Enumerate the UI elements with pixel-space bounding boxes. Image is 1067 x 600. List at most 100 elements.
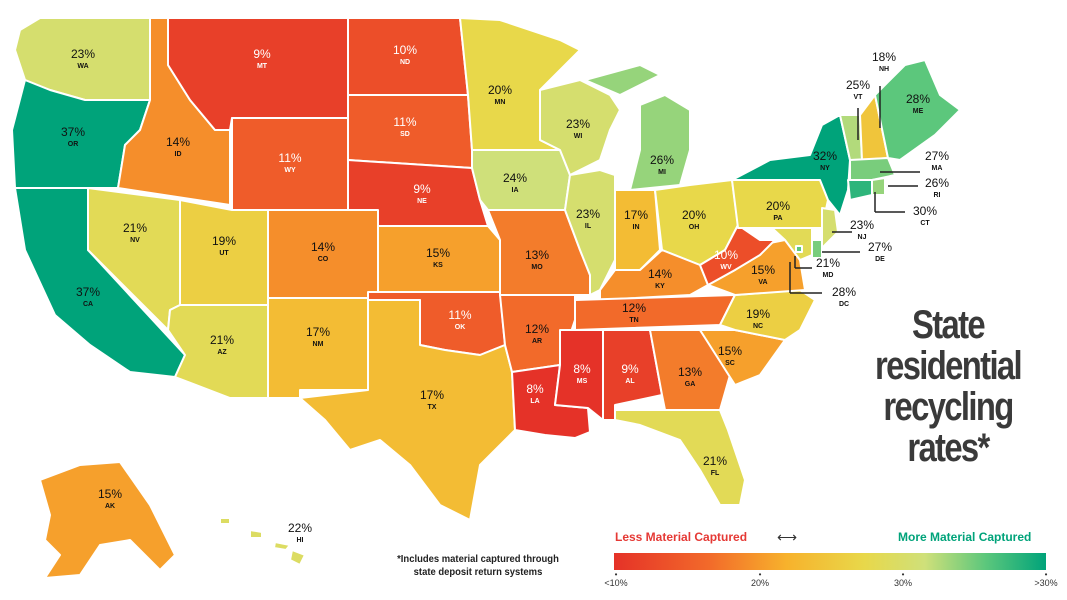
state-rate-tn: 12% xyxy=(622,301,646,315)
state-rate-or: 37% xyxy=(61,125,85,139)
state-rate-mt: 9% xyxy=(253,47,271,61)
state-abbr-la: LA xyxy=(530,398,539,405)
state-rate-ma: 27% xyxy=(925,149,949,163)
state-rate-hi: 22% xyxy=(288,521,312,535)
state-dc[interactable] xyxy=(795,245,803,253)
state-abbr-va: VA xyxy=(758,279,767,286)
legend-tick: • 30% xyxy=(893,570,912,589)
state-co[interactable] xyxy=(267,209,379,299)
state-rate-ca: 37% xyxy=(76,285,100,299)
state-il[interactable] xyxy=(564,169,616,296)
state-rate-mo: 13% xyxy=(525,248,549,262)
state-rate-me: 28% xyxy=(906,92,930,106)
state-ct[interactable] xyxy=(847,179,873,201)
state-rate-wy: 11% xyxy=(278,151,301,165)
state-rate-co: 14% xyxy=(311,240,335,254)
state-hi[interactable] xyxy=(219,517,306,566)
state-rate-ak: 15% xyxy=(98,487,122,501)
state-abbr-al: AL xyxy=(625,378,635,385)
state-rate-al: 9% xyxy=(621,362,639,376)
state-abbr-nc: NC xyxy=(753,323,763,330)
state-mi[interactable] xyxy=(584,64,691,191)
state-rate-dc: 28% xyxy=(832,285,856,299)
state-rate-ga: 13% xyxy=(678,365,702,379)
state-rate-vt: 25% xyxy=(846,78,870,92)
state-fl[interactable] xyxy=(614,409,746,506)
state-nj[interactable] xyxy=(821,207,839,249)
state-abbr-ia: IA xyxy=(512,187,519,194)
state-rate-mi: 26% xyxy=(650,153,674,167)
state-rate-fl: 21% xyxy=(703,454,727,468)
state-rate-ri: 26% xyxy=(925,176,949,190)
state-abbr-sc: SC xyxy=(725,360,735,367)
legend-color-scale xyxy=(614,553,1046,570)
state-sd[interactable] xyxy=(347,94,473,169)
state-rate-tx: 17% xyxy=(420,388,444,402)
state-abbr-co: CO xyxy=(318,256,329,263)
state-abbr-tn: TN xyxy=(629,317,638,324)
state-abbr-mo: MO xyxy=(531,264,543,271)
state-abbr-mt: MT xyxy=(257,63,268,70)
state-rate-wi: 23% xyxy=(566,117,590,131)
state-wi[interactable] xyxy=(539,79,621,176)
state-abbr-ct: CT xyxy=(920,220,930,227)
state-abbr-ne: NE xyxy=(417,198,427,205)
state-abbr-pa: PA xyxy=(773,215,782,222)
state-rate-ct: 30% xyxy=(913,204,937,218)
state-abbr-md: MD xyxy=(823,272,834,279)
state-ak[interactable] xyxy=(39,461,176,579)
state-abbr-dc: DC xyxy=(839,301,849,308)
legend-tick: • >30% xyxy=(1034,570,1058,589)
state-abbr-ky: KY xyxy=(655,283,665,290)
state-rate-ne: 9% xyxy=(413,182,431,196)
state-rate-in: 17% xyxy=(624,208,648,222)
state-abbr-nj: NJ xyxy=(858,234,867,241)
state-abbr-nv: NV xyxy=(130,237,140,244)
state-rate-ut: 19% xyxy=(212,234,236,248)
state-abbr-de: DE xyxy=(875,256,885,263)
state-me[interactable] xyxy=(874,59,961,161)
state-rate-pa: 20% xyxy=(766,199,790,213)
state-tx[interactable] xyxy=(299,299,516,521)
state-abbr-az: AZ xyxy=(217,349,227,356)
state-nm[interactable] xyxy=(267,297,369,399)
state-rate-az: 21% xyxy=(210,333,234,347)
state-sc[interactable] xyxy=(699,329,786,386)
state-abbr-oh: OH xyxy=(689,224,700,231)
state-rate-wv: 10% xyxy=(714,248,738,262)
state-rate-oh: 20% xyxy=(682,208,706,222)
state-abbr-ri: RI xyxy=(934,192,941,199)
state-abbr-fl: FL xyxy=(711,470,720,477)
state-tn[interactable] xyxy=(574,294,736,331)
state-rate-nm: 17% xyxy=(306,325,330,339)
state-ma[interactable] xyxy=(849,157,896,181)
state-rate-sc: 15% xyxy=(718,344,742,358)
state-ri[interactable] xyxy=(871,177,886,196)
state-rate-ks: 15% xyxy=(426,246,450,260)
state-abbr-nd: ND xyxy=(400,59,410,66)
state-abbr-sd: SD xyxy=(400,131,410,138)
state-rate-nj: 23% xyxy=(850,218,874,232)
state-rate-nh: 18% xyxy=(872,50,896,64)
state-rate-va: 15% xyxy=(751,263,775,277)
state-rate-nc: 19% xyxy=(746,307,770,321)
state-abbr-wa: WA xyxy=(77,63,88,70)
state-rate-la: 8% xyxy=(526,382,544,396)
state-rate-ky: 14% xyxy=(648,267,672,281)
state-wv[interactable] xyxy=(699,224,776,286)
state-abbr-ak: AK xyxy=(105,503,115,510)
state-abbr-id: ID xyxy=(175,151,182,158)
state-rate-mn: 20% xyxy=(488,83,512,97)
state-abbr-il: IL xyxy=(585,223,592,230)
state-abbr-ny: NY xyxy=(820,165,830,172)
state-abbr-ar: AR xyxy=(532,338,542,345)
state-rate-ar: 12% xyxy=(525,322,549,336)
state-abbr-mi: MI xyxy=(658,169,666,176)
state-abbr-ma: MA xyxy=(932,165,943,172)
legend-more-label: More Material Captured xyxy=(898,530,1032,544)
state-abbr-tx: TX xyxy=(428,404,437,411)
state-rate-wa: 23% xyxy=(71,47,95,61)
state-abbr-vt: VT xyxy=(854,94,864,101)
legend-tick: • <10% xyxy=(604,570,628,589)
